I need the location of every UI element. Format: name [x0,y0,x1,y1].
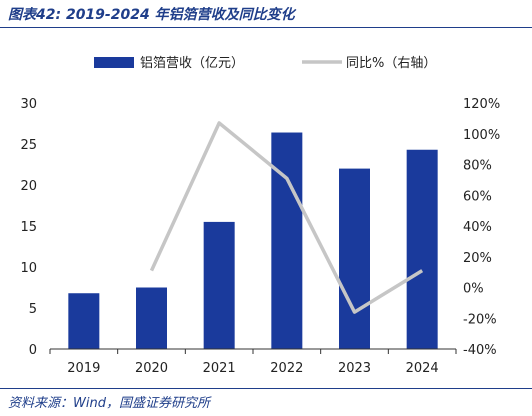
y-right-tick-label: 60% [463,189,492,204]
y-right-tick-label: -20% [463,312,497,327]
bar-2019 [68,293,100,349]
y-right-tick-label: 0% [463,282,484,297]
legend: 铝箔营收（亿元） 同比%（右轴） [94,55,436,71]
y-left-tick-label: 0 [29,343,37,358]
title-underline [0,27,532,28]
legend-label-line: 同比%（右轴） [346,56,436,71]
chart-area: 铝箔营收（亿元） 同比%（右轴） 2019 2020 2021 2022 2023 2024… [20,55,500,376]
bar-2024 [406,149,438,349]
y-left-tick-label: 25 [20,138,37,153]
bar-2023 [339,168,370,349]
y-right-tick-label: 100% [463,128,500,143]
line-series [149,121,424,314]
bar-2022 [271,132,303,349]
source-note: 资料来源：Wind，国盛证券研究所 [8,396,210,411]
legend-swatch-bar [94,57,134,68]
x-tick-label: 2023 [338,361,371,376]
y-right-tick-label: 120% [463,97,500,112]
bar-2021 [203,221,235,349]
y-left-tick-label: 30 [20,97,37,112]
y-left-tick-label: 5 [29,302,37,317]
axes: 2019 2020 2021 2022 2023 2024 0 5 10 15 20 25 30 -40%… [20,97,500,376]
x-tick-label: 2020 [135,361,168,376]
bar-2020 [136,287,167,349]
y-left-tick-label: 10 [20,261,37,276]
y-left-tick-label: 20 [20,179,37,194]
x-tick-label: 2022 [270,361,303,376]
y-right-tick-label: 20% [463,251,492,266]
x-tick-label: 2021 [203,361,236,376]
figure-header: 图表42: 2019-2024 年铝箔营收及同比变化 [0,0,532,28]
x-tick-label: 2024 [406,361,439,376]
y-right-tick-label: 80% [463,159,492,174]
y-left-tick-label: 15 [20,220,37,235]
source-rule [0,388,532,389]
figure-title: 图表42: 2019-2024 年铝箔营收及同比变化 [8,7,295,23]
y-right-tick-label: 40% [463,220,492,235]
bar-series [68,132,438,349]
legend-label-bar: 铝箔营收（亿元） [140,55,244,71]
y-right-tick-label: -40% [463,343,497,358]
x-tick-label: 2019 [67,361,100,376]
